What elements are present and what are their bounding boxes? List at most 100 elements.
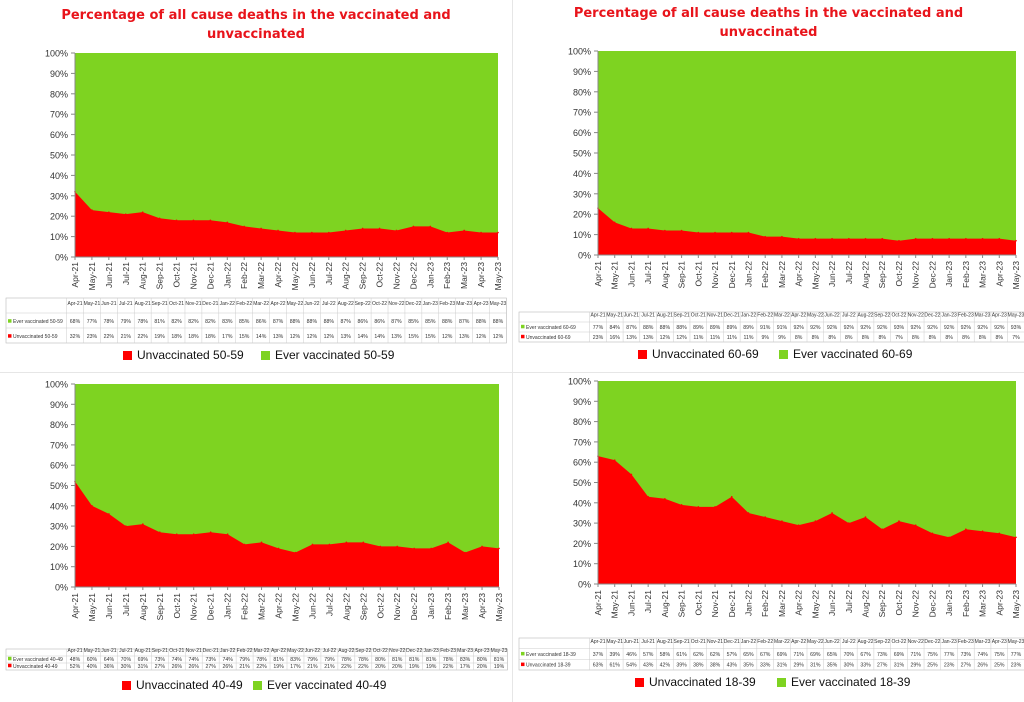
data-table-value: 89% [727, 325, 738, 331]
data-table-value: 91% [760, 325, 771, 331]
y-tick-label: 50% [573, 149, 591, 159]
data-table-value: 15% [408, 334, 419, 340]
data-point [311, 543, 314, 546]
legend-swatch-ever-vaccinated [253, 681, 262, 690]
data-table-value: 69% [138, 657, 149, 663]
data-table-value: 92% [844, 325, 855, 331]
data-table-value: 87% [341, 319, 352, 325]
data-table-value: 20% [392, 664, 403, 670]
x-tick-label: Feb-23 [961, 590, 971, 617]
area-ever-vaccinated [598, 51, 1016, 255]
x-tick-label: May-22 [810, 590, 820, 619]
data-table-month: Nov-21 [186, 648, 202, 654]
data-table-month: Sep-21 [674, 313, 690, 319]
data-table-value: 92% [927, 325, 938, 331]
data-table-month: Jul-21 [119, 648, 133, 654]
data-table-value: 32% [70, 334, 81, 340]
data-point [192, 533, 195, 536]
y-tick-label: 30% [50, 191, 68, 201]
x-tick-label: Sep-22 [877, 590, 887, 618]
x-tick-label: Aug-22 [341, 593, 351, 621]
data-table-value: 92% [860, 325, 871, 331]
data-table-value: 15% [239, 334, 250, 340]
y-tick-label: 20% [573, 539, 591, 549]
data-point [697, 231, 700, 234]
data-table-value: 11% [710, 335, 720, 341]
data-table-value: 67% [760, 652, 771, 658]
data-table-value: 9% [761, 335, 769, 341]
data-point [209, 531, 212, 533]
y-tick-label: 100% [568, 377, 591, 387]
data-table-month: Nov-21 [707, 639, 723, 645]
data-table-value: 78% [104, 319, 115, 325]
data-table-month: Dec-21 [202, 301, 218, 307]
data-table-value: 80% [375, 657, 386, 663]
data-table-value: 81% [392, 657, 403, 663]
data-point [848, 237, 850, 240]
x-tick-label: Jun-22 [827, 261, 837, 287]
x-tick-label: Jun-21 [104, 262, 114, 288]
x-tick-label: Nov-22 [911, 261, 921, 289]
y-tick-label: 60% [573, 128, 591, 138]
x-tick-label: Aug-21 [660, 590, 670, 618]
data-table-value: 13% [273, 334, 284, 340]
y-tick-label: 20% [50, 542, 68, 552]
data-table-value: 92% [944, 325, 955, 331]
data-table-value: 48% [70, 657, 81, 663]
data-table-series-name: Unvaccinated 40-49 [13, 664, 58, 670]
data-table-value: 65% [827, 652, 838, 658]
data-table-frame [518, 637, 1024, 671]
data-table-month: Jul-21 [641, 639, 655, 645]
data-point [260, 541, 263, 544]
data-table-value: 85% [425, 319, 436, 325]
y-tick-label: 20% [573, 210, 591, 220]
x-tick-label: Apr-22 [794, 261, 804, 287]
y-tick-label: 100% [568, 47, 591, 57]
data-point [647, 495, 649, 498]
data-table-value: 30% [844, 663, 855, 669]
data-table-month: Apr-22 [271, 648, 286, 654]
data-point [463, 229, 465, 232]
data-table-value: 82% [171, 319, 182, 325]
data-table-month: Sep-22 [355, 301, 371, 307]
data-table-value: 77% [87, 319, 98, 325]
x-tick-label: Apr-22 [273, 262, 283, 288]
data-table-value: 7% [1012, 335, 1020, 341]
legend-swatch-ever-vaccinated [777, 678, 786, 687]
data-table-value: 18% [205, 334, 216, 340]
data-table-swatch [521, 334, 525, 339]
data-table-month: Feb-22 [757, 313, 773, 319]
data-table-month: Apr-23 [474, 301, 489, 307]
data-point [464, 551, 466, 554]
data-table-value: 14% [374, 334, 385, 340]
x-tick-label: Feb-22 [760, 261, 770, 288]
data-table-value: 14% [357, 334, 368, 340]
data-table-value: 61% [610, 663, 621, 669]
data-table-series-name: Unvaccinated 18-39 [526, 663, 571, 669]
data-table-month: Sep-22 [874, 639, 890, 645]
data-point [881, 237, 884, 240]
data-table-month: Sep-22 [874, 313, 890, 319]
y-tick-label: 70% [573, 108, 591, 118]
data-table-month: Feb-22 [757, 639, 773, 645]
data-point [680, 229, 683, 232]
data-table-value: 86% [256, 319, 267, 325]
data-table-value: 20% [375, 664, 386, 670]
data-table-value: 19% [426, 664, 437, 670]
data-table-value: 54% [626, 663, 637, 669]
data-table-series-name: Ever vaccinated 50-59 [13, 319, 63, 325]
data-table-value: 42% [660, 663, 671, 669]
data-table-value: 22% [341, 664, 352, 670]
data-table-month: Apr-21 [67, 301, 82, 307]
data-point [781, 235, 783, 238]
data-point [498, 547, 500, 550]
data-point [277, 229, 279, 232]
x-tick-label: Jan-23 [425, 262, 435, 288]
data-table-month: Jun-22 [824, 639, 840, 645]
data-table-value: 93% [894, 325, 905, 331]
data-table-month: Mar-23 [457, 648, 473, 654]
data-point [260, 227, 262, 230]
data-table-month: Jul-22 [322, 301, 336, 307]
data-point [91, 505, 93, 507]
data-table-value: 22% [358, 664, 369, 670]
